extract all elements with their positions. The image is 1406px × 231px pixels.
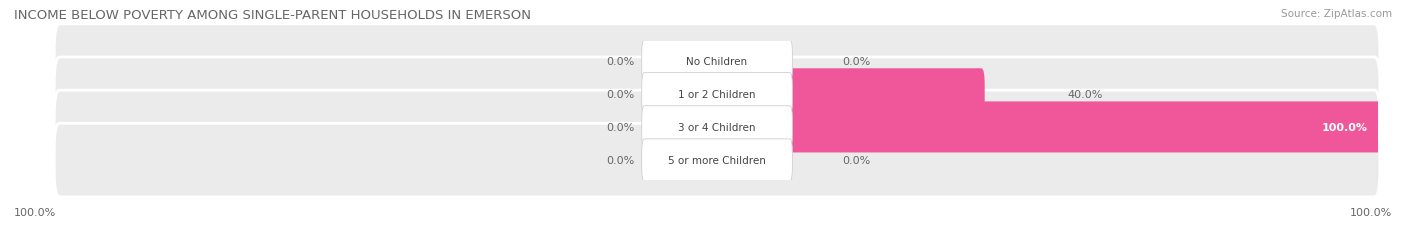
FancyBboxPatch shape bbox=[673, 36, 720, 87]
Text: INCOME BELOW POVERTY AMONG SINGLE-PARENT HOUSEHOLDS IN EMERSON: INCOME BELOW POVERTY AMONG SINGLE-PARENT… bbox=[14, 9, 531, 22]
FancyBboxPatch shape bbox=[714, 36, 761, 87]
FancyBboxPatch shape bbox=[641, 73, 793, 116]
FancyBboxPatch shape bbox=[714, 135, 761, 186]
Text: No Children: No Children bbox=[686, 56, 748, 66]
Text: 100.0%: 100.0% bbox=[14, 207, 56, 217]
Text: 40.0%: 40.0% bbox=[1067, 89, 1102, 99]
Text: 5 or more Children: 5 or more Children bbox=[668, 155, 766, 165]
Text: Source: ZipAtlas.com: Source: ZipAtlas.com bbox=[1281, 9, 1392, 19]
FancyBboxPatch shape bbox=[673, 102, 720, 153]
Text: 100.0%: 100.0% bbox=[1350, 207, 1392, 217]
FancyBboxPatch shape bbox=[673, 69, 720, 120]
FancyBboxPatch shape bbox=[55, 91, 1379, 164]
Text: 3 or 4 Children: 3 or 4 Children bbox=[678, 122, 756, 132]
FancyBboxPatch shape bbox=[641, 106, 793, 149]
Text: 0.0%: 0.0% bbox=[606, 56, 634, 66]
FancyBboxPatch shape bbox=[55, 124, 1379, 197]
FancyBboxPatch shape bbox=[55, 25, 1379, 98]
Text: 100.0%: 100.0% bbox=[1322, 122, 1368, 132]
Text: 0.0%: 0.0% bbox=[842, 155, 870, 165]
Text: 1 or 2 Children: 1 or 2 Children bbox=[678, 89, 756, 99]
Text: 0.0%: 0.0% bbox=[606, 122, 634, 132]
FancyBboxPatch shape bbox=[641, 40, 793, 82]
FancyBboxPatch shape bbox=[673, 135, 720, 186]
FancyBboxPatch shape bbox=[641, 139, 793, 182]
FancyBboxPatch shape bbox=[55, 58, 1379, 131]
Text: 0.0%: 0.0% bbox=[606, 89, 634, 99]
Text: 0.0%: 0.0% bbox=[606, 155, 634, 165]
Text: 0.0%: 0.0% bbox=[842, 56, 870, 66]
FancyBboxPatch shape bbox=[714, 69, 984, 120]
FancyBboxPatch shape bbox=[714, 102, 1381, 153]
